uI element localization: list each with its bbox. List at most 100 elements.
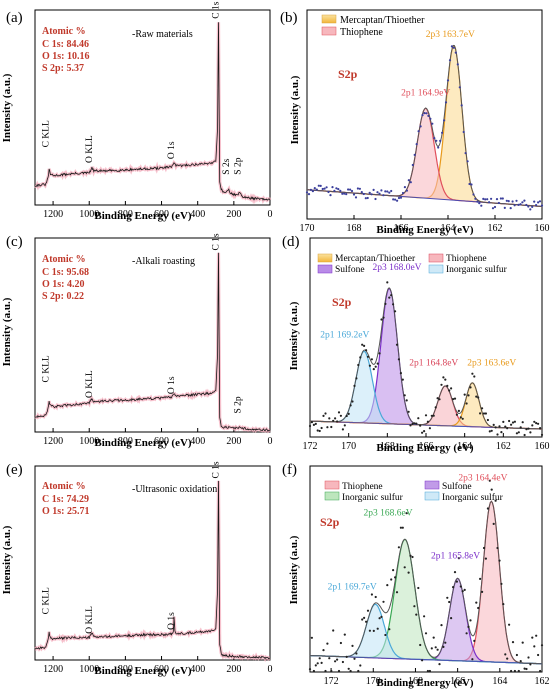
data-point-b-24 <box>352 193 356 196</box>
data-point-d-57 <box>419 424 422 427</box>
spectrum-line-c <box>34 252 271 432</box>
peak-label-a-4: S 2s <box>222 158 232 174</box>
data-point-b-11 <box>327 190 330 194</box>
data-point-b-39 <box>382 194 385 197</box>
data-point-f-63 <box>430 647 433 650</box>
data-point-f-47 <box>399 526 402 529</box>
data-point-f-56 <box>417 586 420 590</box>
data-point-d-44 <box>394 310 397 313</box>
data-point-b-69 <box>441 131 444 134</box>
data-point-f-105 <box>511 641 515 644</box>
data-point-b-37 <box>378 192 381 195</box>
data-point-d-62 <box>428 427 431 430</box>
sample-label-a: -Raw materials <box>132 29 193 40</box>
data-point-d-67 <box>438 398 441 401</box>
data-point-d-103 <box>508 419 511 423</box>
data-point-f-37 <box>380 615 383 619</box>
data-point-f-77 <box>457 557 460 560</box>
peak-label-a-1: O KLL <box>85 135 95 163</box>
x-tick-label-d-6: 160 <box>535 441 550 452</box>
data-point-f-45 <box>395 591 399 594</box>
data-point-d-33 <box>372 368 375 371</box>
data-point-f-0 <box>308 668 312 671</box>
data-point-d-41 <box>388 296 391 299</box>
peak-label-e-0: C KLL <box>42 587 52 614</box>
data-point-d-64 <box>432 414 435 417</box>
data-point-b-49 <box>401 191 405 195</box>
data-point-b-6 <box>317 184 320 187</box>
data-point-f-109 <box>519 660 522 663</box>
peak-annotation-d-2: 2p1 164.8eV <box>409 358 458 368</box>
data-point-b-102 <box>505 199 508 202</box>
data-point-d-21 <box>349 404 352 407</box>
data-point-f-94 <box>490 488 493 491</box>
data-point-d-69 <box>442 376 445 379</box>
data-point-b-50 <box>403 186 406 189</box>
data-point-f-69 <box>442 645 445 649</box>
peak-annotation-f-3: 2p1 169.7eV <box>328 583 377 593</box>
data-point-d-82 <box>467 394 470 397</box>
data-point-f-8 <box>324 669 327 673</box>
data-point-b-59 <box>421 114 424 117</box>
x-tick-label-b-4: 162 <box>488 223 503 234</box>
data-point-d-49 <box>403 394 406 397</box>
data-point-b-91 <box>484 198 487 201</box>
data-point-d-2 <box>312 423 315 426</box>
data-point-f-74 <box>452 586 455 589</box>
x-tick-label-f-4: 164 <box>492 676 507 687</box>
data-point-f-34 <box>374 595 377 599</box>
data-point-d-12 <box>332 419 335 422</box>
data-point-f-120 <box>540 644 544 647</box>
data-point-f-66 <box>436 648 439 651</box>
data-point-d-5 <box>318 429 321 433</box>
peak-label-a-5: S 2p <box>233 157 243 174</box>
data-point-f-113 <box>527 656 530 659</box>
data-point-d-42 <box>390 294 393 297</box>
x-tick-label-a-3: 600 <box>154 209 169 220</box>
data-point-d-34 <box>374 365 377 368</box>
data-point-b-77 <box>456 63 459 66</box>
data-point-b-119 <box>538 200 542 203</box>
data-point-d-99 <box>500 431 503 434</box>
data-point-f-72 <box>448 600 451 604</box>
x-tick-label-e-3: 600 <box>154 664 169 675</box>
data-point-f-44 <box>394 576 397 579</box>
x-tick-label-f-2: 168 <box>408 676 423 687</box>
data-point-b-109 <box>519 203 522 206</box>
x-tick-label-a-0: 1200 <box>43 209 63 220</box>
data-point-d-118 <box>537 422 540 425</box>
data-point-f-88 <box>479 577 482 581</box>
x-tick-label-a-2: 800 <box>118 209 133 220</box>
data-point-d-94 <box>490 429 493 432</box>
data-point-f-21 <box>349 669 352 673</box>
legend-label-f-1: Sulfone <box>442 481 472 492</box>
spectrum-line-a <box>34 22 271 201</box>
data-point-d-119 <box>539 427 542 430</box>
x-tick-label-b-3: 164 <box>441 223 456 234</box>
data-point-b-38 <box>380 189 383 192</box>
data-point-b-101 <box>503 206 506 209</box>
data-point-f-15 <box>337 669 341 673</box>
data-point-f-90 <box>482 546 486 550</box>
data-point-f-67 <box>438 663 441 666</box>
peak-annotation-b-0: 2p3 163.7eV <box>426 30 475 40</box>
x-tick-label-c-5: 200 <box>226 436 241 447</box>
data-point-b-48 <box>399 196 403 199</box>
peak-area-f-3 <box>310 604 542 664</box>
peak-label-a-3: C 1s <box>211 1 221 18</box>
data-point-d-50 <box>405 399 408 402</box>
data-point-d-47 <box>399 372 402 375</box>
data-point-f-11 <box>330 669 333 673</box>
x-tick-label-e-6: 0 <box>268 664 273 675</box>
data-point-d-46 <box>397 358 400 361</box>
data-point-b-99 <box>499 197 502 200</box>
data-point-b-44 <box>392 198 395 201</box>
data-point-b-20 <box>345 193 348 196</box>
data-point-b-28 <box>360 191 363 194</box>
data-point-d-19 <box>345 414 348 418</box>
y-axis-label-a: Intensity (a.u.) <box>1 73 13 142</box>
data-point-f-26 <box>359 664 362 667</box>
envelope-f <box>309 500 543 665</box>
legend-label-d-2: Sulfone <box>335 264 365 275</box>
